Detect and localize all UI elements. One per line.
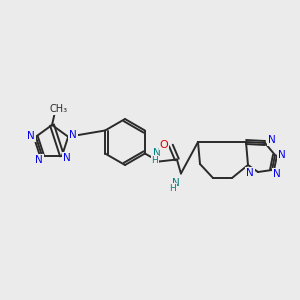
Text: N: N	[35, 155, 43, 165]
Text: N: N	[268, 135, 276, 145]
Text: N: N	[278, 150, 286, 160]
Text: N: N	[246, 168, 254, 178]
Text: N: N	[172, 178, 180, 188]
Text: CH₃: CH₃	[50, 104, 68, 114]
Text: N: N	[27, 131, 35, 141]
Text: N: N	[63, 153, 71, 163]
Text: H: H	[152, 156, 158, 165]
Text: N: N	[69, 130, 77, 140]
Text: N: N	[153, 148, 161, 158]
Text: O: O	[160, 140, 168, 149]
Text: H: H	[169, 184, 176, 193]
Text: N: N	[273, 169, 281, 179]
